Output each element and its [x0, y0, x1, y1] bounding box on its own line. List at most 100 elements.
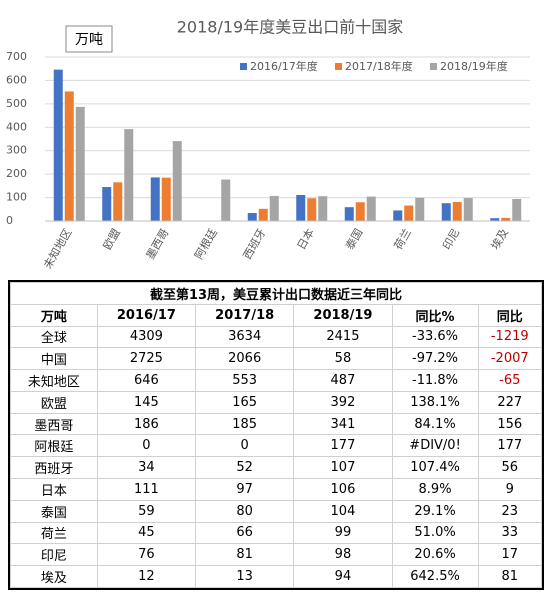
header-cell: 同比: [477, 303, 543, 327]
table-row: 日本 111 97 106 8.9% 9: [10, 478, 543, 501]
y-tick-label: 300: [6, 144, 27, 157]
header-cell: 万吨: [10, 303, 98, 327]
bar: [161, 177, 171, 221]
table-cell: 56: [477, 456, 543, 480]
bar: [452, 202, 462, 221]
table-cell: 487: [293, 369, 393, 392]
table-cell: 392: [293, 390, 393, 414]
table-cell: 156: [477, 412, 543, 436]
table-cell: 97: [195, 478, 295, 501]
table-cell: 12: [96, 565, 197, 588]
bar: [501, 217, 511, 221]
bar: [53, 69, 63, 221]
x-tick-label: 阿根廷: [191, 226, 220, 262]
table-cell: 145: [96, 390, 197, 414]
table-cell: 0: [195, 434, 295, 458]
header-cell: 同比%: [391, 303, 479, 327]
table-cell: -97.2%: [391, 347, 479, 371]
bar: [113, 182, 123, 221]
table-row: 未知地区 646 553 487 -11.8% -65: [10, 369, 543, 392]
table-cell: 33: [477, 521, 543, 545]
bar: [258, 208, 268, 221]
table-cell: 17: [477, 543, 543, 567]
x-tick-label: 荷兰: [392, 227, 414, 253]
legend-label: 2017/18年度: [345, 59, 413, 73]
header-cell: 2017/18: [195, 303, 295, 327]
table-cell: 227: [477, 390, 543, 414]
bar: [269, 195, 279, 221]
bar: [150, 177, 160, 221]
table-cell: 34: [96, 456, 197, 480]
table-cell: -1219: [477, 325, 543, 349]
bar: [512, 198, 522, 221]
table-cell: 52: [195, 456, 295, 480]
table-cell: 阿根廷: [10, 434, 98, 458]
bar: [172, 141, 182, 221]
table-cell: 186: [96, 412, 197, 436]
table-cell: 0: [96, 434, 197, 458]
bar: [415, 197, 425, 221]
unit-label: 万吨: [75, 32, 103, 48]
bar: [344, 207, 354, 221]
y-tick-label: 100: [6, 191, 27, 204]
legend-label: 2018/19年度: [440, 59, 508, 73]
x-tick-label: 墨西哥: [144, 227, 172, 262]
y-tick-label: 700: [6, 50, 27, 63]
table-cell: 107.4%: [391, 456, 479, 480]
table-row: 中国 2725 2066 58 -97.2% -2007: [10, 347, 543, 371]
x-tick-label: 西班牙: [241, 227, 269, 262]
table: 截至第13周，美豆累计出口数据近三年同比 万吨 2016/17 2017/18 2018…: [10, 282, 543, 588]
table-cell: 荷兰: [10, 521, 98, 545]
table-cell: 76: [96, 543, 197, 567]
legend-swatch: [240, 63, 247, 70]
table-cell: 177: [477, 434, 543, 458]
y-tick-label: 0: [6, 214, 13, 227]
bar: [393, 210, 403, 221]
table-cell: -33.6%: [391, 325, 479, 349]
chart: 万吨 2018/19年度美豆出口前十国家 0 100 200 300 400 500 600…: [6, 18, 530, 271]
table-cell: 646: [96, 369, 197, 392]
table-cell: 177: [293, 434, 393, 458]
header-cell: 2018/19: [293, 303, 393, 327]
table-cell: 2725: [96, 347, 197, 371]
bar: [124, 129, 134, 221]
bar: [102, 187, 112, 221]
table-cell: 8.9%: [391, 478, 479, 501]
table-cell: 81: [477, 565, 543, 588]
table-cell: 642.5%: [391, 565, 479, 588]
table-cell: 13: [195, 565, 295, 588]
y-tick-label: 500: [6, 97, 27, 110]
table-cell: 中国: [10, 347, 98, 371]
table-cell: 185: [195, 412, 295, 436]
table-cell: 104: [293, 499, 393, 523]
table-row: 埃及 12 13 94 642.5% 81: [10, 565, 543, 588]
table-cell: 341: [293, 412, 393, 436]
bar: [296, 194, 306, 221]
legend-swatch: [335, 63, 342, 70]
table-cell: 3634: [195, 325, 295, 349]
bar: [307, 198, 317, 221]
table-title: 截至第13周，美豆累计出口数据近三年同比: [10, 282, 542, 305]
title-row: 截至第13周，美豆累计出口数据近三年同比: [10, 282, 542, 305]
table-cell: 45: [96, 521, 197, 545]
table-cell: 84.1%: [391, 412, 479, 436]
bar: [366, 196, 376, 221]
table-cell: -65: [477, 369, 543, 392]
table-box: 截至第13周，美豆累计出口数据近三年同比 万吨 2016/17 2017/18 2018…: [8, 280, 544, 590]
table-row: 欧盟 145 165 392 138.1% 227: [10, 390, 543, 414]
table-row: 印尼 76 81 98 20.6% 17: [10, 543, 543, 567]
table-cell: 111: [96, 478, 197, 501]
table-cell: 未知地区: [10, 369, 98, 392]
table-cell: 98: [293, 543, 393, 567]
table-row: 阿根廷 0 0 177 #DIV/0! 177: [10, 434, 543, 458]
table-cell: 106: [293, 478, 393, 501]
bar: [75, 106, 85, 221]
table-cell: 墨西哥: [10, 412, 98, 436]
table-cell: 138.1%: [391, 390, 479, 414]
bar: [490, 218, 500, 221]
unit-box: [65, 25, 113, 53]
table-cell: 23: [477, 499, 543, 523]
x-tick-label: 日本: [294, 226, 317, 252]
table-cell: 4309: [96, 325, 197, 349]
